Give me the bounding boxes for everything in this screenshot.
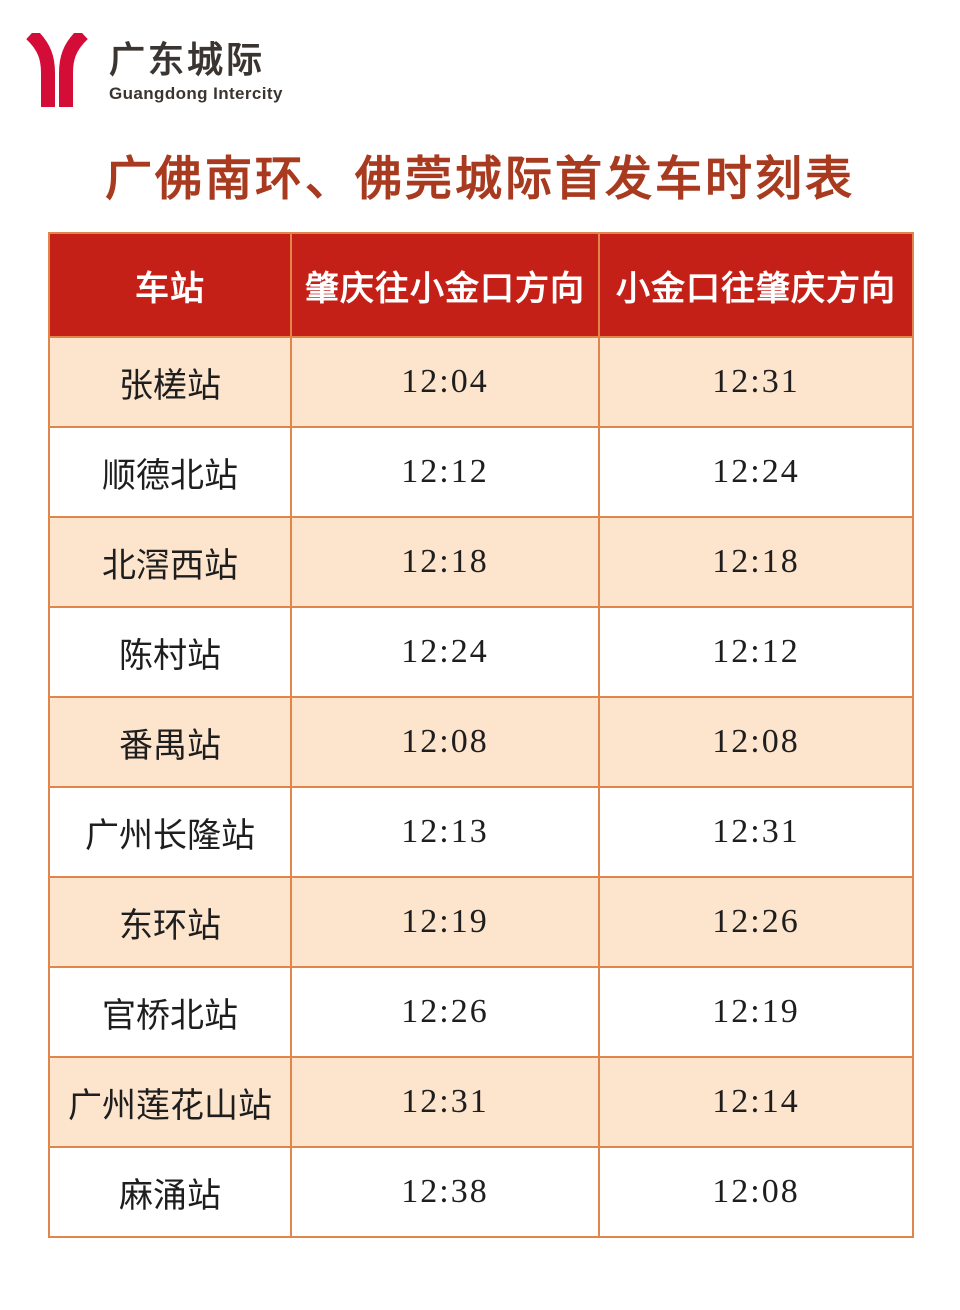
- time-to-zhaoqing-cell: 12:08: [598, 696, 914, 788]
- station-cell: 官桥北站: [48, 966, 292, 1058]
- time-to-zhaoqing-cell: 12:12: [598, 606, 914, 698]
- time-to-xiaojinkou-cell: 12:04: [290, 336, 600, 428]
- time-to-zhaoqing-cell: 12:24: [598, 426, 914, 518]
- brand-text: 广东城际 Guangdong Intercity: [109, 33, 283, 104]
- col-header-xiaojinkou-to-zhaoqing: 小金口往肇庆方向: [598, 232, 914, 338]
- station-cell: 广州长隆站: [48, 786, 292, 878]
- time-to-xiaojinkou-cell: 12:19: [290, 876, 600, 968]
- station-cell: 麻涌站: [48, 1146, 292, 1238]
- time-to-xiaojinkou-cell: 12:08: [290, 696, 600, 788]
- time-to-xiaojinkou-cell: 12:12: [290, 426, 600, 518]
- table-row: 番禺站 12:08 12:08: [48, 696, 914, 788]
- col-header-station: 车站: [48, 232, 292, 338]
- table-row: 广州长隆站 12:13 12:31: [48, 786, 914, 878]
- station-cell: 陈村站: [48, 606, 292, 698]
- time-to-xiaojinkou-cell: 12:26: [290, 966, 600, 1058]
- time-to-zhaoqing-cell: 12:31: [598, 786, 914, 878]
- time-to-xiaojinkou-cell: 12:38: [290, 1146, 600, 1238]
- table-row: 东环站 12:19 12:26: [48, 876, 914, 968]
- brand-logo: 广东城际 Guangdong Intercity: [25, 33, 283, 108]
- brand-name-en: Guangdong Intercity: [109, 84, 283, 103]
- time-to-zhaoqing-cell: 12:26: [598, 876, 914, 968]
- table-row: 北滘西站 12:18 12:18: [48, 516, 914, 608]
- time-to-zhaoqing-cell: 12:19: [598, 966, 914, 1058]
- watermark: [688, 1253, 914, 1266]
- table-row: 顺德北站 12:12 12:24: [48, 426, 914, 518]
- station-cell: 广州莲花山站: [48, 1056, 292, 1148]
- station-cell: 东环站: [48, 876, 292, 968]
- station-cell: 北滘西站: [48, 516, 292, 608]
- time-to-xiaojinkou-cell: 12:18: [290, 516, 600, 608]
- first-departure-timetable: 车站 肇庆往小金口方向 小金口往肇庆方向 张槎站 12:04 12:31 顺德北…: [48, 232, 914, 1238]
- table-header-row: 车站 肇庆往小金口方向 小金口往肇庆方向: [48, 232, 914, 338]
- page-title: 广佛南环、佛莞城际首发车时刻表: [105, 154, 855, 206]
- time-to-zhaoqing-cell: 12:18: [598, 516, 914, 608]
- time-to-xiaojinkou-cell: 12:13: [290, 786, 600, 878]
- time-to-zhaoqing-cell: 12:08: [598, 1146, 914, 1238]
- table-row: 官桥北站 12:26 12:19: [48, 966, 914, 1058]
- time-to-zhaoqing-cell: 12:31: [598, 336, 914, 428]
- station-cell: 番禺站: [48, 696, 292, 788]
- station-cell: 顺德北站: [48, 426, 292, 518]
- intercity-y-icon: [26, 33, 88, 107]
- time-to-xiaojinkou-cell: 12:31: [290, 1056, 600, 1148]
- station-cell: 张槎站: [48, 336, 292, 428]
- table-row: 麻涌站 12:38 12:08: [48, 1146, 914, 1238]
- table-row: 陈村站 12:24 12:12: [48, 606, 914, 698]
- time-to-xiaojinkou-cell: 12:24: [290, 606, 600, 698]
- col-header-zhaoqing-to-xiaojinkou: 肇庆往小金口方向: [290, 232, 600, 338]
- brand-name-zh: 广东城际: [109, 39, 266, 80]
- table-row: 张槎站 12:04 12:31: [48, 336, 914, 428]
- time-to-zhaoqing-cell: 12:14: [598, 1056, 914, 1148]
- table-row: 广州莲花山站 12:31 12:14: [48, 1056, 914, 1148]
